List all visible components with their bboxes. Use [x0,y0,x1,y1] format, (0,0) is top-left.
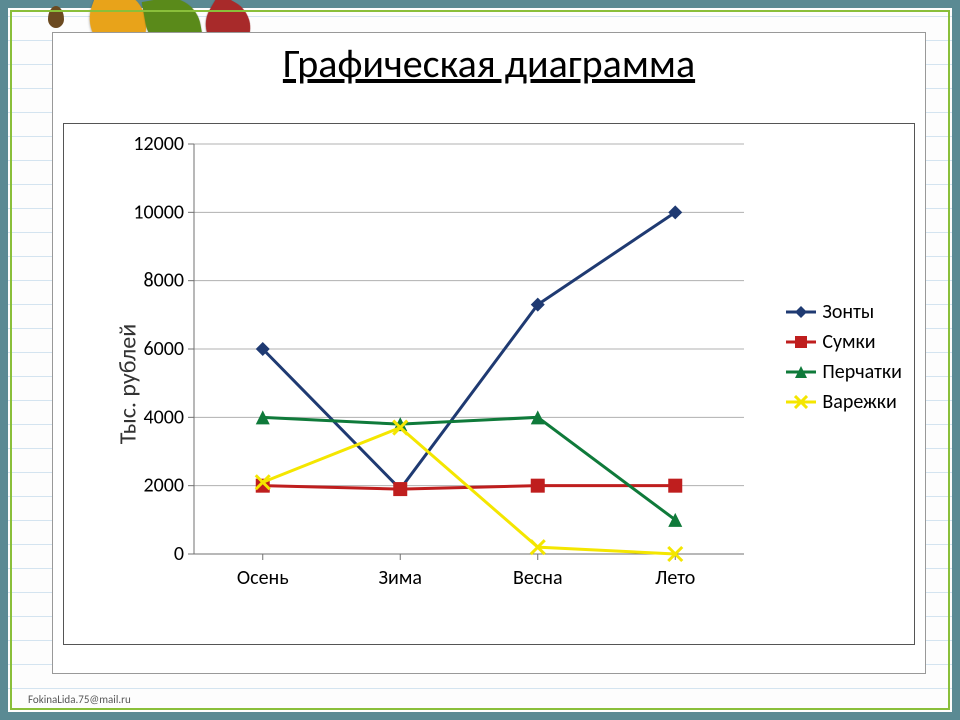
legend-item: Зонты [786,300,902,324]
svg-text:4000: 4000 [143,405,184,429]
legend-item: Варежки [786,390,902,414]
svg-text:6000: 6000 [143,337,184,361]
slide-frame: Графическая диаграмма Тыс. рублей 020004… [0,0,960,720]
legend-swatch [786,395,816,409]
legend-swatch [786,305,816,319]
chart-panel: Графическая диаграмма Тыс. рублей 020004… [52,32,926,674]
legend: Зонты Сумки Перчатки Варежки [786,294,902,420]
legend-label: Варежки [822,390,897,414]
legend-swatch [786,365,816,379]
chart-area: Тыс. рублей 020004000600080001000012000О… [63,123,915,645]
legend-item: Сумки [786,330,902,354]
legend-label: Сумки [822,330,875,354]
svg-text:12000: 12000 [133,134,184,156]
legend-item: Перчатки [786,360,902,384]
svg-text:0: 0 [174,542,184,566]
legend-label: Зонты [822,300,874,324]
svg-text:Весна: Весна [513,566,563,590]
svg-text:Лето: Лето [655,566,695,590]
footer-credit: FokinaLida.75@mail.ru [28,693,131,706]
legend-swatch [786,335,816,349]
legend-label: Перчатки [822,360,902,384]
svg-text:Осень: Осень [237,566,289,590]
svg-text:10000: 10000 [133,200,184,224]
svg-text:8000: 8000 [143,269,184,293]
line-chart: 0 2000 4000 6000 8000 10000 12000 Осень Зима Весн… [124,134,764,614]
chart-title: Графическая диаграмма [53,33,925,90]
svg-text:Зима: Зима [379,566,422,590]
svg-text:2000: 2000 [143,474,184,498]
